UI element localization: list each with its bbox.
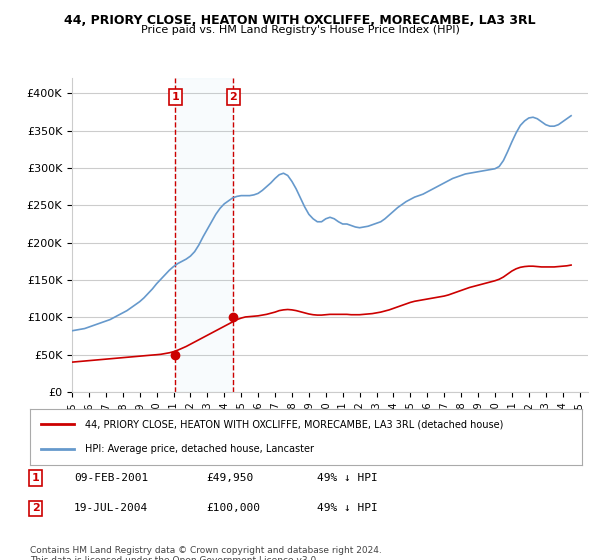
Text: 1: 1 — [32, 473, 40, 483]
Text: HPI: Average price, detached house, Lancaster: HPI: Average price, detached house, Lanc… — [85, 444, 314, 454]
Text: 1: 1 — [172, 92, 179, 102]
Bar — [175, 78, 233, 392]
Text: 44, PRIORY CLOSE, HEATON WITH OXCLIFFE, MORECAMBE, LA3 3RL (detached house): 44, PRIORY CLOSE, HEATON WITH OXCLIFFE, … — [85, 419, 503, 430]
Text: 44, PRIORY CLOSE, HEATON WITH OXCLIFFE, MORECAMBE, LA3 3RL: 44, PRIORY CLOSE, HEATON WITH OXCLIFFE, … — [64, 14, 536, 27]
Text: 2: 2 — [32, 503, 40, 514]
Text: 2: 2 — [230, 92, 237, 102]
Text: 49% ↓ HPI: 49% ↓ HPI — [317, 503, 378, 514]
Text: Contains HM Land Registry data © Crown copyright and database right 2024.
This d: Contains HM Land Registry data © Crown c… — [30, 546, 382, 560]
Text: £49,950: £49,950 — [206, 473, 254, 483]
Text: 19-JUL-2004: 19-JUL-2004 — [74, 503, 148, 514]
Text: £100,000: £100,000 — [206, 503, 260, 514]
Text: 09-FEB-2001: 09-FEB-2001 — [74, 473, 148, 483]
Text: 49% ↓ HPI: 49% ↓ HPI — [317, 473, 378, 483]
Text: Price paid vs. HM Land Registry's House Price Index (HPI): Price paid vs. HM Land Registry's House … — [140, 25, 460, 35]
